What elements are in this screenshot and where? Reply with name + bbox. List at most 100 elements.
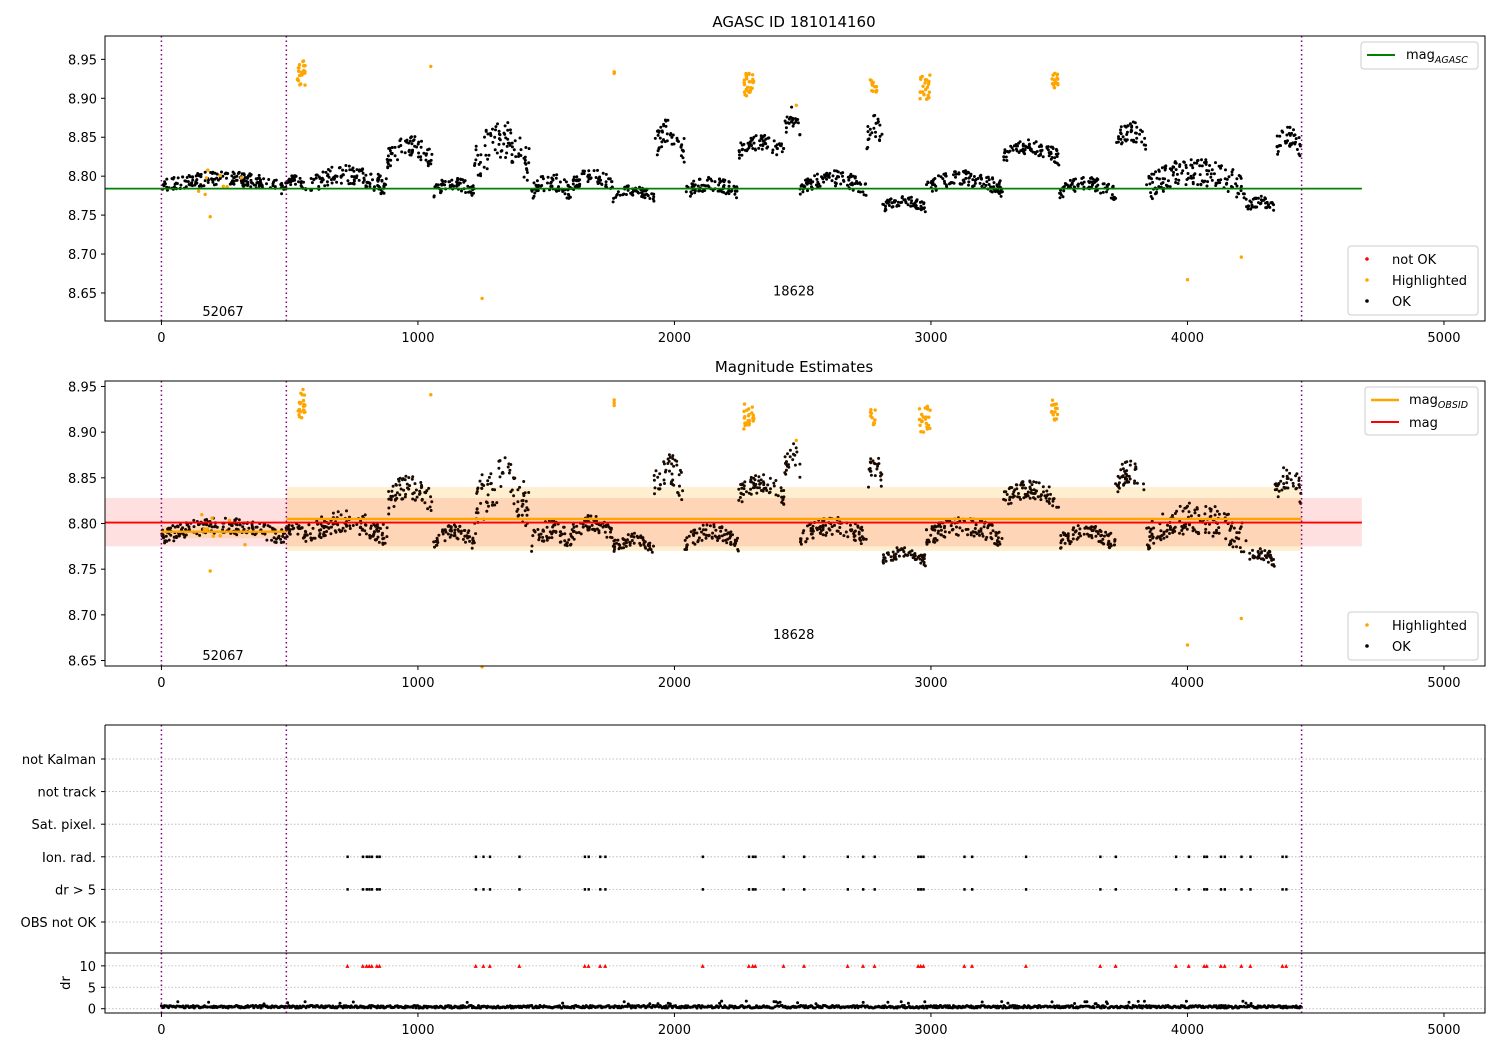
ok-point — [1009, 501, 1013, 505]
ok-point — [650, 550, 654, 554]
ok-point — [1275, 488, 1279, 491]
ok-point — [1021, 486, 1024, 490]
ok-point — [703, 184, 707, 188]
flag-event — [482, 888, 485, 891]
dr-point — [695, 1006, 699, 1010]
highlighted-point — [612, 401, 616, 405]
ok-point — [972, 184, 976, 188]
ok-point — [242, 178, 246, 182]
ok-point — [783, 471, 787, 475]
highlighted-point — [926, 93, 930, 98]
ok-point — [254, 525, 258, 529]
highlighted-point — [1053, 410, 1057, 414]
ok-point — [766, 483, 770, 487]
highlighted-point — [744, 71, 748, 76]
ok-point — [665, 132, 669, 136]
ok-point — [459, 531, 463, 535]
ok-point — [497, 137, 501, 141]
ok-point — [265, 182, 268, 186]
ok-point — [736, 536, 739, 540]
ok-point — [363, 513, 367, 517]
ok-point — [1022, 496, 1026, 500]
ok-point — [498, 475, 502, 479]
ok-point — [612, 196, 616, 200]
ok-point — [984, 183, 988, 187]
ok-point — [850, 181, 854, 185]
ok-point — [991, 177, 995, 181]
ok-point — [949, 181, 952, 185]
legend-marker — [1365, 299, 1369, 303]
ok-point — [1015, 487, 1019, 491]
ok-point — [1171, 165, 1175, 169]
ok-point — [575, 531, 579, 535]
ok-point — [597, 181, 601, 185]
ok-point — [604, 172, 608, 176]
ok-point — [750, 144, 753, 148]
ok-point — [1105, 190, 1108, 194]
ok-point — [369, 526, 373, 530]
ok-point — [493, 148, 497, 152]
ok-point — [1133, 468, 1137, 471]
ok-point — [256, 176, 260, 180]
ok-point — [1298, 485, 1302, 489]
ok-point — [656, 133, 660, 137]
ok-point — [1231, 168, 1235, 172]
ok-point — [428, 505, 432, 509]
flag-event — [1114, 855, 1117, 859]
ok-point — [787, 465, 791, 469]
ok-point — [869, 457, 873, 461]
ok-point — [922, 563, 926, 567]
ok-point — [1227, 175, 1231, 179]
highlighted-point — [297, 400, 301, 405]
ok-point — [601, 171, 605, 175]
ok-point — [322, 532, 326, 536]
ok-point — [663, 482, 666, 485]
ok-point — [414, 488, 418, 492]
ok-point — [1132, 140, 1136, 144]
ok-point — [571, 182, 575, 186]
dr-point — [1127, 1000, 1131, 1004]
ok-point — [216, 178, 220, 182]
ok-point — [1123, 469, 1127, 473]
ok-point — [982, 525, 986, 529]
ok-point — [1269, 556, 1273, 560]
flag-event — [862, 855, 865, 859]
ok-point — [757, 146, 761, 150]
ok-point — [195, 178, 199, 182]
ok-point — [599, 523, 603, 527]
ok-point — [802, 529, 806, 533]
dr-clipped-marker — [345, 963, 350, 968]
ok-point — [1280, 488, 1284, 492]
ok-point — [1119, 125, 1123, 129]
highlighted-point — [871, 89, 875, 94]
ok-point — [353, 175, 357, 179]
ok-point — [399, 144, 403, 147]
ok-point — [1198, 164, 1202, 168]
highlighted-point — [1239, 255, 1244, 259]
highlighted-point — [742, 81, 746, 85]
ok-point — [1102, 182, 1106, 186]
ok-point — [368, 536, 372, 540]
ok-point — [1236, 191, 1240, 195]
ok-point — [1144, 147, 1148, 151]
ok-point — [1069, 183, 1073, 187]
ok-point — [660, 140, 664, 144]
dr-point — [899, 1000, 903, 1004]
ok-point — [1016, 495, 1020, 499]
ok-point — [909, 553, 913, 557]
ok-point — [668, 455, 672, 459]
ok-point — [796, 118, 800, 121]
dr-point — [338, 1001, 342, 1005]
ok-point — [395, 491, 399, 495]
ok-point — [176, 176, 180, 180]
ok-point — [1051, 497, 1055, 501]
ok-point — [992, 185, 996, 189]
dr-clipped-marker — [1280, 963, 1285, 968]
ok-point — [210, 172, 214, 175]
dr-clipped-marker — [1173, 963, 1178, 968]
ok-point — [303, 534, 307, 538]
ok-point — [969, 533, 973, 537]
highlighted-point — [747, 72, 751, 77]
ok-point — [246, 180, 250, 184]
ok-point — [507, 471, 511, 475]
